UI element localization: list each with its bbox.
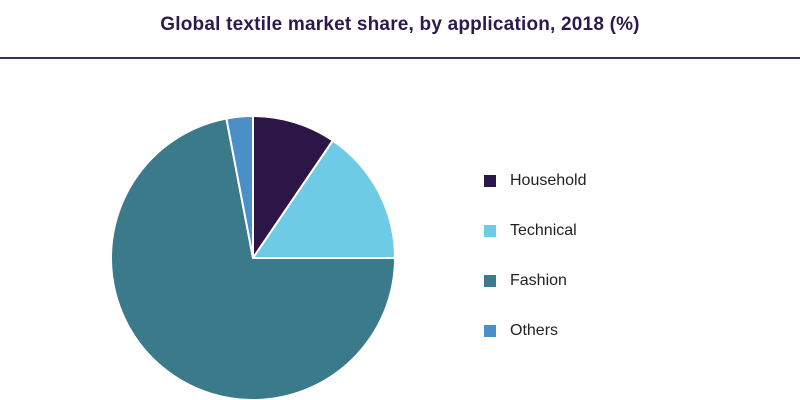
legend-swatch-household [484,174,496,187]
legend-label-others: Others [510,321,559,339]
pie-slice-fashion [110,117,397,400]
legend-item-technical: Technical [484,218,704,243]
legend-swatch-others [484,324,496,337]
pie-slice-technical [251,139,397,259]
pie-slices [110,114,397,400]
title-divider [0,57,800,59]
pie-slice-others [225,114,254,259]
legend-label-fashion: Fashion [510,271,567,289]
legend-swatch-technical [484,224,496,237]
legend-swatch-fashion [484,274,496,287]
legend-item-fashion: Fashion [484,268,704,293]
legend-label-technical: Technical [510,221,577,239]
legend-label-household: Household [510,171,587,189]
chart-legend: Household Technical Fashion Others [484,168,704,368]
pie-slice-household [252,114,335,262]
legend-item-household: Household [484,168,704,193]
chart-title: Global textile market share, by applicat… [160,14,640,35]
legend-item-others: Others [484,318,704,343]
